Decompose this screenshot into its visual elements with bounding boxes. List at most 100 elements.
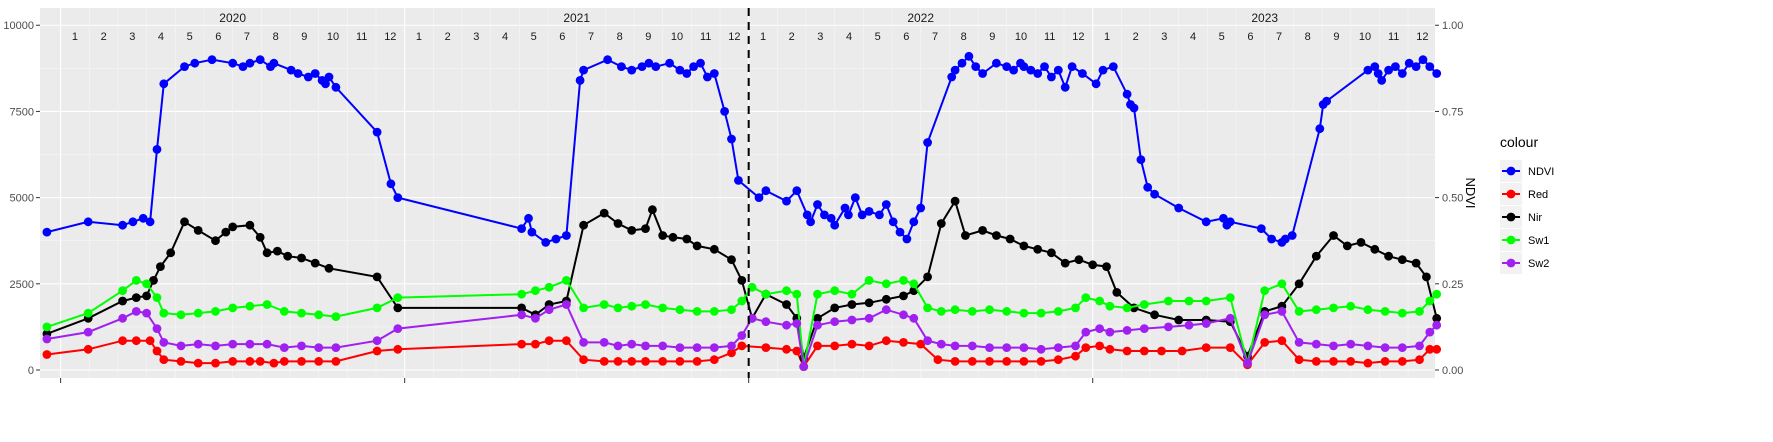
- data-point-red: [985, 357, 994, 366]
- data-point-red: [1105, 344, 1115, 354]
- data-point-red: [372, 346, 382, 356]
- y-tick-label: 7500: [10, 106, 34, 118]
- data-point-ndvi: [844, 210, 853, 220]
- data-point-ndvi: [992, 58, 1001, 68]
- y-tick-label: 2500: [10, 279, 34, 291]
- data-point-red: [950, 357, 960, 366]
- data-point-nir: [1019, 241, 1029, 251]
- data-point-sw2: [245, 339, 255, 349]
- data-point-sw1: [118, 286, 127, 296]
- data-point-ndvi: [978, 69, 987, 78]
- data-point-sw1: [1380, 307, 1390, 316]
- data-point-ndvi: [1377, 76, 1387, 85]
- data-point-nir: [1294, 279, 1304, 289]
- data-point-ndvi: [1067, 62, 1077, 71]
- data-point-sw2: [692, 343, 702, 352]
- data-point-ndvi: [1108, 62, 1118, 71]
- month-label: 7: [932, 31, 938, 43]
- legend-title: colour: [1500, 134, 1538, 150]
- month-label: 10: [1015, 31, 1027, 43]
- data-point-sw2: [1036, 344, 1046, 354]
- data-point-ndvi: [1047, 72, 1056, 82]
- data-point-ndvi: [1281, 234, 1290, 244]
- legend-marker: [1506, 235, 1516, 245]
- data-point-ndvi: [627, 65, 637, 75]
- data-point-ndvi: [1053, 65, 1063, 75]
- data-point-ndvi: [1091, 79, 1101, 89]
- data-point-nir: [297, 253, 306, 263]
- data-point-sw2: [864, 313, 874, 323]
- data-point-sw1: [279, 307, 289, 316]
- data-point-sw2: [830, 317, 840, 327]
- data-point-sw1: [1346, 301, 1356, 311]
- series-sw1: [42, 276, 1442, 371]
- data-point-sw1: [1397, 308, 1407, 318]
- data-point-red: [517, 339, 526, 349]
- data-point-ndvi: [245, 58, 255, 68]
- data-point-nir: [899, 291, 908, 301]
- legend-label-nir: Nir: [1528, 212, 1542, 224]
- data-point-sw2: [1071, 341, 1080, 351]
- data-point-nir: [245, 220, 255, 230]
- month-label: 6: [1247, 31, 1253, 43]
- legend-label-ndvi: NDVI: [1528, 166, 1554, 178]
- data-point-red: [193, 358, 203, 368]
- month-label: 12: [1072, 31, 1084, 43]
- data-point-sw1: [909, 279, 919, 289]
- data-point-ndvi: [128, 217, 138, 227]
- data-point-nir: [1102, 262, 1111, 271]
- data-point-nir: [1033, 244, 1043, 254]
- data-point-sw1: [1201, 296, 1211, 306]
- data-point-red: [1036, 357, 1046, 366]
- data-point-sw1: [599, 300, 609, 309]
- data-point-ndvi: [324, 72, 334, 82]
- data-point-red: [176, 357, 186, 366]
- data-point-ndvi: [1002, 62, 1012, 71]
- month-label: 4: [502, 31, 508, 43]
- data-point-ndvi: [1425, 62, 1435, 71]
- data-point-ndvi: [1129, 103, 1139, 113]
- data-point-sw2: [1122, 326, 1132, 335]
- data-point-sw1: [782, 286, 791, 296]
- data-point-sw1: [1081, 293, 1091, 302]
- data-point-sw1: [152, 293, 162, 302]
- data-point-sw1: [142, 279, 152, 289]
- data-point-red: [393, 344, 403, 354]
- data-point-nir: [881, 294, 891, 304]
- data-point-ndvi: [321, 79, 330, 89]
- data-point-red: [830, 341, 840, 351]
- data-point-sw2: [517, 310, 526, 320]
- data-point-sw1: [1432, 289, 1442, 299]
- month-label: 1: [72, 31, 78, 43]
- data-point-ndvi: [720, 107, 729, 116]
- data-point-ndvi: [562, 231, 571, 240]
- data-point-sw2: [1432, 320, 1442, 330]
- data-point-sw2: [262, 339, 272, 349]
- data-point-ndvi: [372, 127, 382, 137]
- data-point-red: [1397, 357, 1407, 366]
- month-label: 6: [903, 31, 909, 43]
- data-point-sw2: [1095, 324, 1104, 333]
- data-point-nir: [847, 300, 857, 309]
- data-point-red: [331, 357, 341, 366]
- data-point-nir: [978, 226, 987, 235]
- data-point-red: [1095, 341, 1104, 351]
- data-point-sw1: [176, 310, 186, 320]
- data-point-red: [255, 357, 265, 366]
- year-label: 2020: [219, 11, 246, 25]
- data-point-ndvi: [703, 72, 712, 82]
- month-label: 9: [301, 31, 307, 43]
- data-point-nir: [180, 217, 189, 227]
- data-point-ndvi: [228, 58, 238, 68]
- data-point-nir: [923, 272, 932, 282]
- data-point-ndvi: [42, 227, 52, 237]
- data-point-ndvi: [782, 196, 791, 206]
- month-label: 11: [356, 31, 367, 43]
- data-point-sw2: [761, 317, 771, 327]
- data-point-sw2: [314, 343, 324, 352]
- data-point-ndvi: [651, 62, 661, 71]
- data-point-sw1: [228, 303, 238, 313]
- data-point-red: [1380, 357, 1390, 366]
- data-point-ndvi: [644, 58, 654, 68]
